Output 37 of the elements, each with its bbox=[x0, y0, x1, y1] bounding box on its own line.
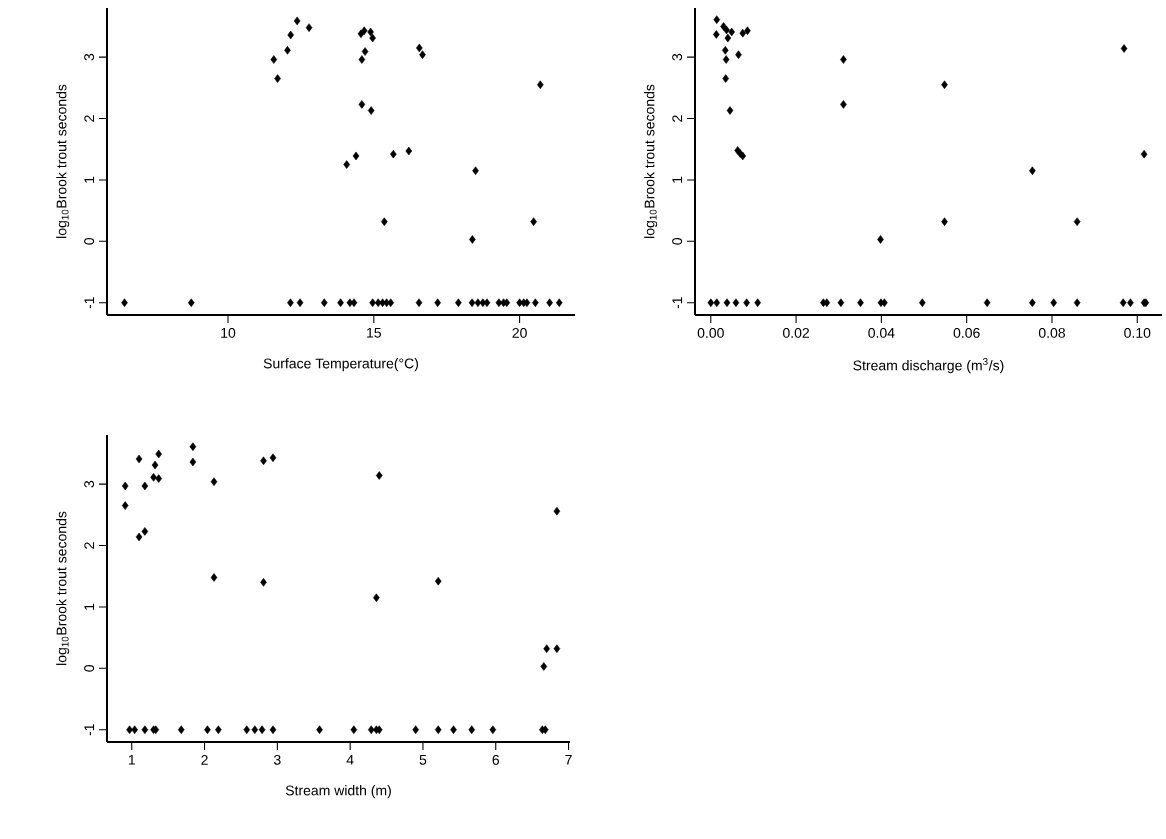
y-tick-label: 1 bbox=[672, 176, 683, 183]
x-tick-label: 15 bbox=[367, 327, 381, 338]
y-tick-label: -1 bbox=[84, 297, 95, 309]
y-tick-label: 3 bbox=[672, 53, 683, 61]
y-tick-label: 0 bbox=[84, 237, 95, 245]
x-tick-label: 6 bbox=[492, 754, 500, 765]
x-tick-label: 7 bbox=[565, 754, 572, 765]
x-tick-label: 0.00 bbox=[697, 327, 724, 338]
y-axis-title: log$_{10}$Brook trout seconds bbox=[56, 84, 70, 238]
x-tick-label: 0.04 bbox=[868, 327, 895, 338]
y-tick-label: 2 bbox=[672, 115, 683, 122]
y-tick-label: 2 bbox=[84, 115, 95, 122]
y-tick-label: 3 bbox=[84, 53, 95, 61]
x-tick-label: 0.06 bbox=[953, 327, 980, 338]
y-tick-label: -1 bbox=[84, 724, 95, 736]
x-tick-label: 4 bbox=[346, 754, 354, 765]
x-tick-label: 20 bbox=[512, 327, 527, 338]
x-tick-label: 3 bbox=[273, 754, 281, 765]
x-tick-label: 0.08 bbox=[1038, 327, 1065, 338]
x-tick-label: 1 bbox=[128, 754, 135, 765]
y-tick-label: 1 bbox=[84, 603, 95, 610]
y-axis-title: log$_{10}$Brook trout seconds bbox=[644, 84, 658, 238]
y-tick-label: 0 bbox=[84, 664, 95, 672]
y-tick-label: -1 bbox=[672, 297, 683, 309]
x-tick-label: 0.10 bbox=[1124, 327, 1151, 338]
x-axis-title: Stream width (m) bbox=[285, 785, 391, 799]
x-axis-title: Surface Temperature(°C) bbox=[263, 358, 419, 372]
y-tick-label: 2 bbox=[84, 542, 95, 549]
y-tick-label: 3 bbox=[84, 480, 95, 488]
x-tick-label: 5 bbox=[419, 754, 427, 765]
y-tick-label: 0 bbox=[672, 237, 683, 245]
x-axis-title: Stream discharge (m$^{3}$/s) bbox=[853, 358, 1004, 374]
y-axis-title: log$_{10}$Brook trout seconds bbox=[56, 511, 70, 665]
x-tick-label: 0.02 bbox=[783, 327, 809, 338]
x-tick-label: 2 bbox=[201, 754, 208, 765]
y-tick-label: 1 bbox=[84, 176, 95, 183]
x-tick-label: 10 bbox=[221, 327, 236, 338]
